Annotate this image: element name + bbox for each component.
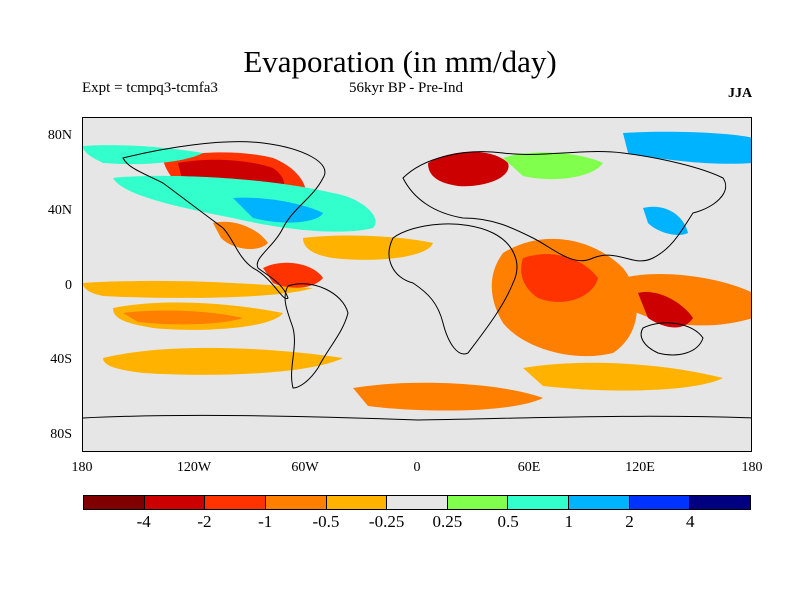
colorbar-segment [447,496,509,509]
colorbar [83,495,751,510]
colorbar-label: 1 [564,512,574,531]
lat-label-40n: 40N [47,203,72,218]
lon-label-180w: 180 [71,460,93,475]
colorbar-label: -0.25 [368,512,405,531]
map-title: Evaporation (in mm/day) [243,44,557,79]
lon-label-60e: 60E [517,460,541,475]
anomaly-fields [83,131,751,411]
colorbar-label: -4 [136,512,151,531]
colorbar-segment [387,496,448,509]
season-label: JJA [728,86,753,101]
colorbar-label: 4 [686,512,695,531]
colorbar-segment [205,496,266,509]
evaporation-map [83,131,751,421]
colorbar-label: -2 [197,512,212,531]
lon-label-120e: 120E [625,460,655,475]
coastlines [83,141,751,421]
colorbar-segment [569,496,630,509]
colorbar-segment [508,496,570,509]
colorbar-segment [629,496,691,509]
lat-label-40s: 40S [50,352,72,367]
lon-label-180e: 180 [741,460,763,475]
experiment-label: Expt = tcmpq3-tcmfa3 [82,80,218,96]
lon-label-60w: 60W [291,460,319,475]
lon-label-0: 0 [413,460,421,475]
colorbar-label: 2 [625,512,634,531]
lat-label-80n: 80N [47,128,72,143]
lat-label-80s: 80S [50,427,72,442]
lon-label-120w: 120W [176,460,212,475]
colorbar-segment [326,496,388,509]
map-panel [82,117,752,452]
period-label: 56kyr BP - Pre-Ind [349,80,464,96]
colorbar-segment [690,496,751,509]
lat-label-0: 0 [65,278,72,293]
colorbar-label: -0.5 [312,512,340,531]
colorbar-label: 0.25 [432,512,463,531]
colorbar-segment [265,496,327,509]
colorbar-segment [144,496,206,509]
colorbar-segment [84,496,145,509]
colorbar-label: 0.5 [497,512,519,531]
colorbar-label: -1 [258,512,273,531]
